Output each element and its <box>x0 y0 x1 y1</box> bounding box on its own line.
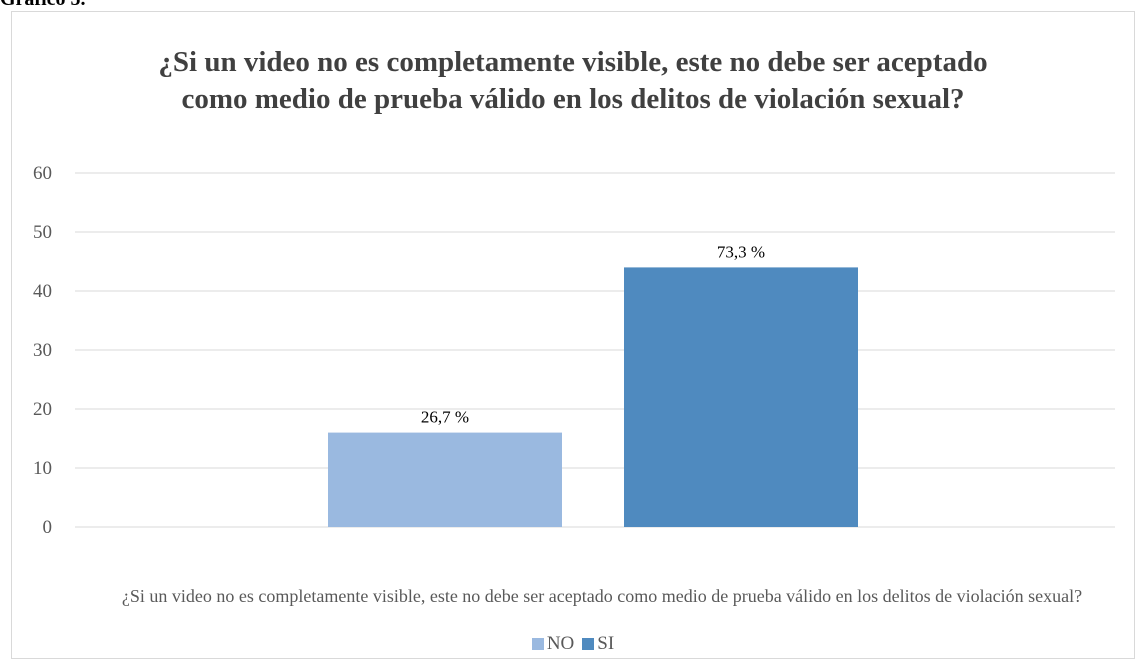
bar-si <box>624 267 858 527</box>
legend-swatch-si <box>582 638 595 650</box>
chart-title: ¿Si un video no es completamente visible… <box>158 46 988 115</box>
y-tick-label: 20 <box>33 399 52 420</box>
y-tick-label: 40 <box>33 281 52 302</box>
legend: NO SI <box>12 633 1134 655</box>
y-tick-label: 10 <box>33 458 52 479</box>
bar-no <box>328 432 562 527</box>
y-tick-label: 60 <box>33 163 52 184</box>
data-label-no: 26,7 % <box>421 408 469 427</box>
legend-item-si: SI <box>582 633 614 655</box>
legend-item-no: NO <box>531 633 575 655</box>
y-tick-label: 50 <box>33 222 52 243</box>
figure-caption: Gráfico 5. <box>0 0 86 11</box>
data-label-si: 73,3 % <box>717 242 765 261</box>
x-category-label: ¿Si un video no es completamente visible… <box>121 586 1083 606</box>
legend-label-si: SI <box>597 633 615 654</box>
y-tick-label: 0 <box>43 517 53 538</box>
legend-swatch-no <box>531 638 544 650</box>
y-tick-label: 30 <box>33 340 52 361</box>
legend-label-no: NO <box>546 633 575 654</box>
chart-area: ¿Si un video no es completamente visible… <box>11 11 1135 659</box>
